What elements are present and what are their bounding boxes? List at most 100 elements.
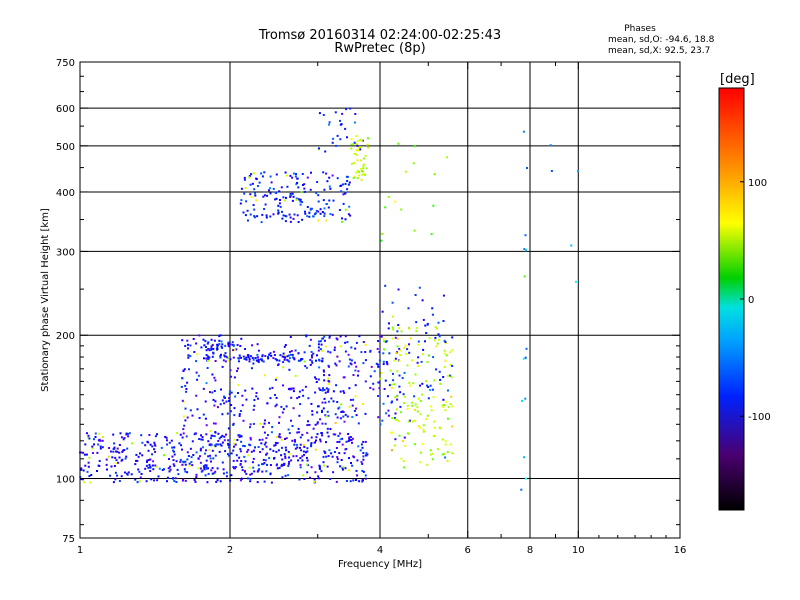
data-point [306, 447, 309, 450]
data-point [340, 403, 343, 406]
data-point [435, 327, 438, 330]
data-point [318, 366, 321, 369]
data-point [289, 192, 292, 195]
data-point [238, 413, 241, 416]
data-point [302, 184, 304, 186]
data-point [97, 443, 100, 446]
data-point [321, 360, 324, 363]
data-point [351, 441, 353, 444]
data-point [412, 162, 415, 165]
data-point [400, 208, 403, 211]
data-point [334, 413, 337, 416]
data-point [332, 390, 335, 393]
data-point [198, 334, 201, 337]
data-point [187, 455, 190, 457]
data-point [210, 338, 213, 341]
data-point [176, 468, 179, 471]
data-point [195, 451, 198, 454]
data-point [236, 370, 238, 372]
data-point [207, 472, 210, 475]
data-point [93, 438, 95, 441]
data-point [369, 386, 372, 389]
data-point [204, 474, 207, 477]
data-point [257, 349, 260, 352]
data-point [417, 397, 420, 400]
stats-line-x: mean, sd,X: 92.5, 23.7 [608, 46, 710, 56]
data-point [350, 162, 353, 165]
data-point [317, 475, 320, 478]
data-point [310, 171, 312, 174]
data-point [431, 388, 434, 391]
y-tick-label: 500 [56, 142, 75, 153]
data-point [356, 459, 359, 462]
data-point [424, 340, 426, 343]
data-point [98, 460, 101, 462]
data-point [284, 446, 287, 449]
data-point [399, 349, 402, 352]
data-point [123, 449, 126, 451]
data-point [306, 176, 309, 179]
data-point [523, 456, 526, 459]
data-point [307, 420, 309, 423]
data-point [281, 210, 283, 213]
data-point [225, 475, 228, 478]
data-point [163, 454, 165, 457]
data-point [277, 204, 280, 207]
data-point [297, 359, 300, 362]
data-point [101, 439, 104, 442]
data-point [341, 220, 344, 223]
data-point [122, 449, 125, 452]
data-point [314, 391, 317, 394]
data-point [425, 380, 427, 383]
data-point [240, 435, 243, 438]
data-point [336, 458, 339, 461]
data-point [351, 416, 354, 418]
data-point [205, 467, 208, 470]
data-point [321, 432, 323, 435]
data-point [309, 476, 311, 479]
data-point [117, 461, 120, 464]
data-point [333, 346, 336, 349]
data-point [228, 392, 231, 395]
data-point [321, 434, 324, 437]
data-point [290, 459, 293, 462]
data-point [173, 446, 176, 449]
data-point [451, 349, 454, 352]
data-point [377, 416, 380, 419]
data-point [311, 413, 314, 416]
data-point [223, 402, 226, 405]
data-point [284, 438, 286, 440]
data-point [362, 362, 365, 365]
data-point [167, 476, 169, 479]
data-point [240, 337, 243, 340]
data-point [221, 343, 224, 346]
data-point [290, 419, 292, 422]
data-point [217, 443, 220, 446]
data-point [323, 212, 326, 215]
data-point [399, 354, 402, 357]
data-point [157, 475, 160, 478]
data-point [347, 433, 350, 435]
data-point [360, 178, 363, 181]
data-point [280, 454, 283, 457]
data-point [278, 421, 280, 424]
data-point [335, 384, 338, 387]
data-point [220, 444, 223, 447]
data-point [264, 459, 267, 462]
data-point [202, 465, 205, 468]
data-point [156, 479, 159, 482]
data-point [228, 446, 230, 449]
data-point [322, 407, 325, 410]
data-point [180, 444, 182, 447]
data-point [352, 162, 355, 164]
data-point [331, 213, 334, 216]
data-point [246, 450, 249, 453]
data-point [335, 480, 338, 483]
data-point [251, 344, 254, 347]
data-point [309, 188, 312, 191]
data-point [359, 449, 362, 452]
data-point [183, 424, 186, 427]
data-point [263, 480, 266, 483]
data-point [277, 435, 280, 438]
